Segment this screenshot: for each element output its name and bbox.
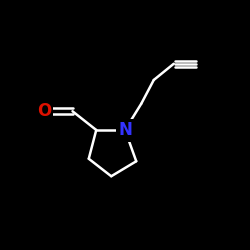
Text: O: O	[36, 102, 51, 120]
Text: N: N	[118, 121, 132, 139]
